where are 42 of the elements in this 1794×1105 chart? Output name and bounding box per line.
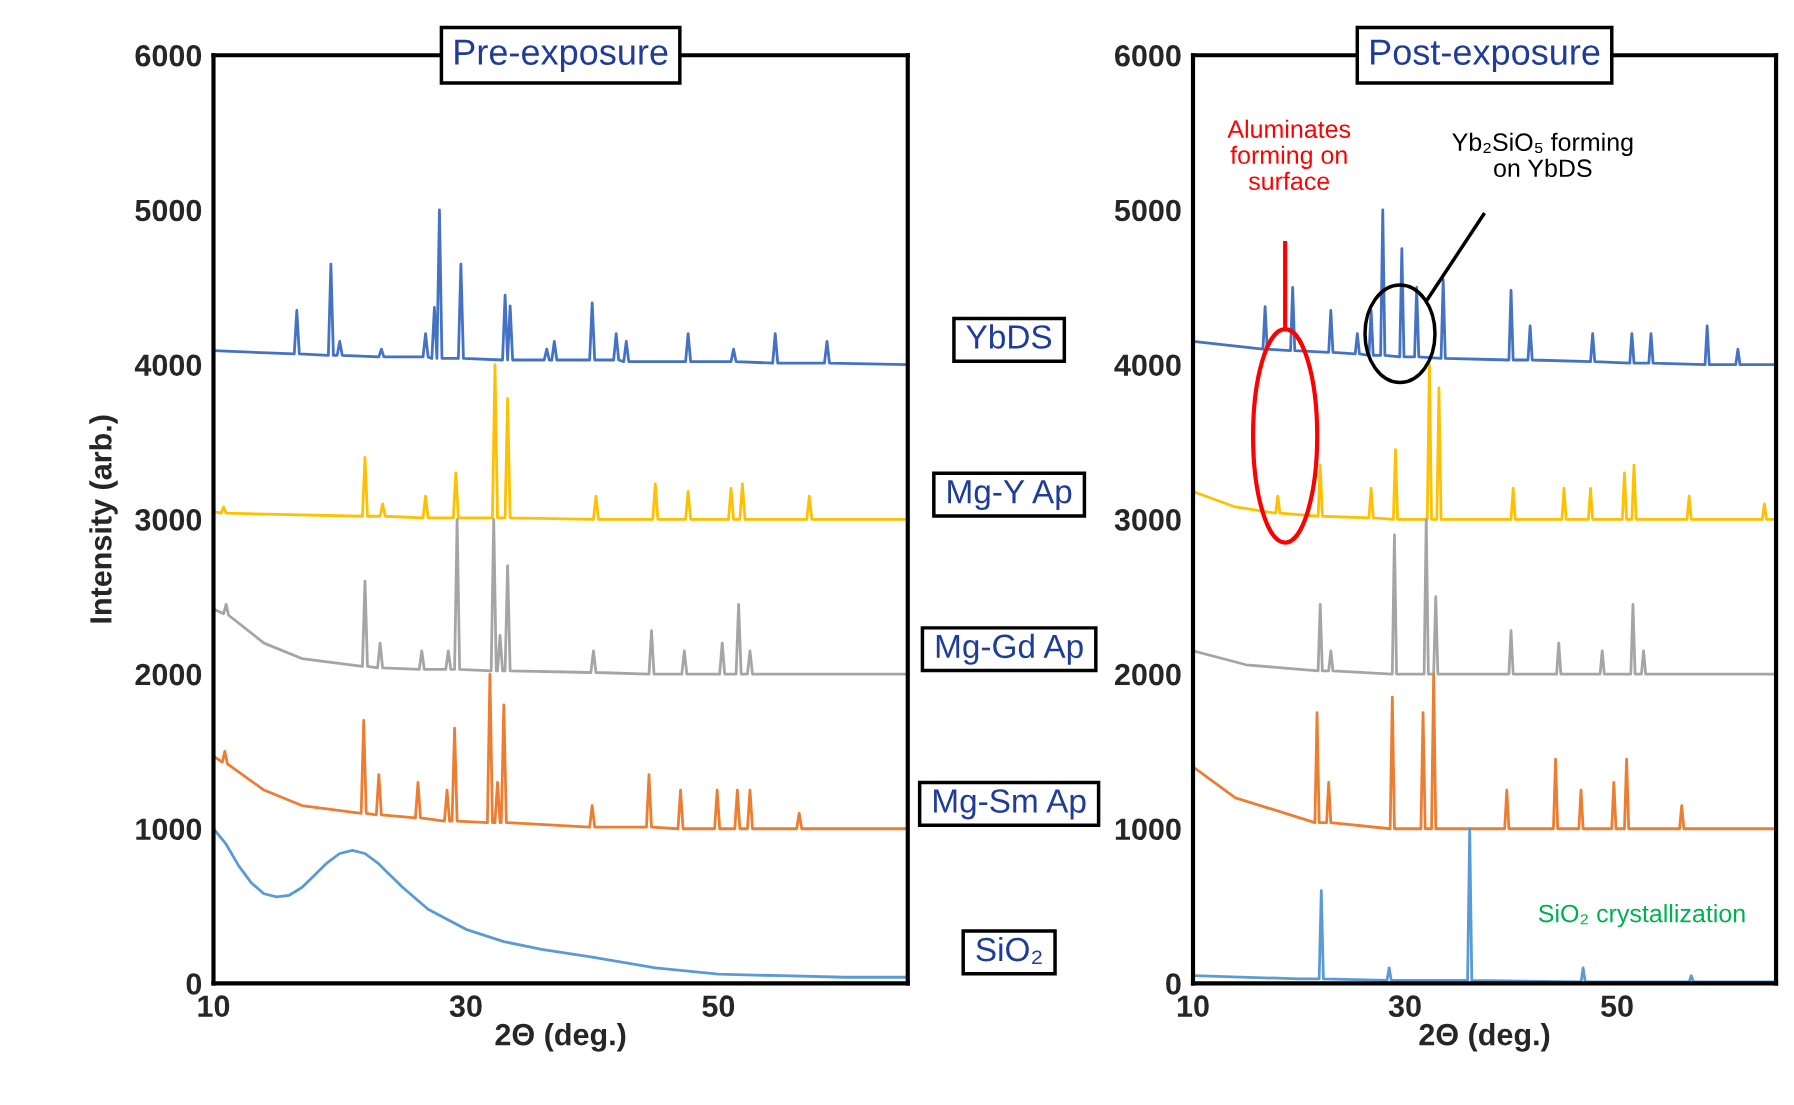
y-tick-label: 1000 (1115, 818, 1181, 841)
x-tick-label: 30 (449, 995, 482, 1018)
y-tick-label: 6000 (1115, 44, 1181, 67)
line-series (213, 827, 908, 979)
y-tick-label: 0 (1166, 973, 1181, 995)
line-series (213, 517, 908, 676)
x-tick-label: 30 (1388, 995, 1421, 1018)
y-tick-label: 2000 (1114, 663, 1181, 686)
annotation: SiO₂ crystallization (1538, 904, 1745, 928)
y-tick-label: 6000 (135, 44, 202, 67)
y-tick-label: 3000 (1114, 509, 1181, 531)
series-label: Mg-Y Ap (948, 480, 1072, 511)
line-series (1193, 517, 1777, 676)
chart-title: Pre-exposure (455, 39, 668, 73)
y-tick-label: 3000 (135, 509, 202, 531)
y-tick-label: 4000 (134, 354, 202, 377)
series-label: Mg-Gd Ap (936, 633, 1083, 665)
annotation: Aluminates forming on surface (1227, 119, 1351, 191)
series-label: Mg-Sm Ap (934, 789, 1086, 820)
series-label: YbDS (966, 324, 1052, 349)
annotation: Yb₂SiO₅ forming on YbDS (1452, 132, 1633, 178)
y-tick-label: 5000 (135, 199, 202, 222)
chart-title: Post-exposure (1371, 39, 1600, 73)
x-tick-label: 10 (198, 995, 230, 1018)
line-series (1193, 208, 1777, 367)
x-tick-label: 50 (1601, 995, 1633, 1018)
y-tick-label: 5000 (1114, 199, 1181, 222)
y-axis-title: Intensity (arb.) (89, 415, 118, 623)
x-tick-label: 50 (702, 995, 735, 1018)
x-axis-title: 2Θ (deg.) (1419, 1023, 1550, 1052)
x-axis-title: 2Θ (deg.) (495, 1023, 626, 1052)
line-series (1193, 363, 1777, 521)
y-tick-label: 1000 (136, 818, 202, 841)
line-series (1193, 672, 1777, 831)
text: SiO₂ (976, 936, 1042, 964)
y-tick-label: 2000 (135, 663, 202, 686)
line-series (213, 672, 908, 831)
y-tick-label: 4000 (1114, 354, 1181, 377)
x-tick-label: 10 (1177, 995, 1209, 1018)
line-series (213, 208, 908, 367)
line-series (213, 363, 908, 521)
y-tick-label: 0 (186, 973, 202, 995)
